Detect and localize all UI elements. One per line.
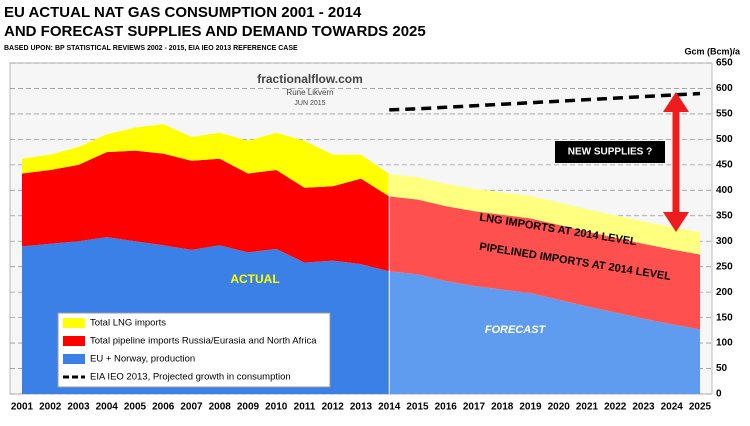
legend-label: Total pipeline imports Russia/Eurasia an… [90, 336, 317, 347]
y-tick-label: 400 [716, 185, 733, 196]
x-tick-label: 2006 [152, 402, 175, 413]
date: JUN 2015 [294, 100, 325, 107]
x-tick-label: 2013 [350, 402, 373, 413]
x-tick-label: 2005 [124, 402, 147, 413]
x-tick-label: 2004 [96, 402, 119, 413]
y-tick-label: 650 [716, 58, 733, 69]
y-tick-label: 550 [716, 109, 733, 120]
x-tick-label: 2009 [237, 402, 260, 413]
y-tick-label: 250 [716, 261, 733, 272]
y-tick-label: 200 [716, 287, 733, 298]
y-tick-label: 50 [716, 363, 728, 374]
y-tick-label: 450 [716, 159, 733, 170]
author: Rune Likvern [286, 88, 333, 97]
x-tick-label: 2012 [322, 402, 345, 413]
x-tick-label: 2017 [463, 402, 486, 413]
y-axis-label: Gcm (Bcm)/a [684, 46, 741, 56]
x-tick-label: 2003 [67, 402, 90, 413]
x-tick-label: 2015 [406, 402, 429, 413]
x-tick-label: 2002 [39, 402, 62, 413]
area [22, 150, 390, 272]
chart-source: BASED UPON: BP STATISTICAL REVIEWS 2002 … [4, 45, 298, 52]
projection-line [389, 91, 701, 112]
area [389, 174, 700, 255]
actual-label: ACTUAL [230, 272, 279, 286]
y-tick-label: 0 [716, 389, 722, 400]
y-tick-label: 500 [716, 134, 733, 145]
arrow-head [663, 212, 689, 232]
x-tick-label: 2018 [491, 402, 514, 413]
legend-label: EIA IEO 2013, Projected growth in consum… [90, 372, 291, 383]
area [22, 124, 390, 197]
x-tick-label: 2007 [180, 402, 203, 413]
x-tick-label: 2014 [378, 402, 401, 413]
new-supplies-label: NEW SUPPLIES ? [568, 147, 652, 158]
y-tick-label: 100 [716, 338, 733, 349]
x-tick-label: 2025 [689, 402, 712, 413]
watermark: fractionalflow.com [257, 72, 363, 86]
legend-swatch [63, 318, 85, 328]
chart-title: EU ACTUAL NAT GAS CONSUMPTION 2001 - 201… [4, 4, 362, 21]
forecast-label: FORECAST [485, 324, 547, 336]
x-tick-label: 2008 [209, 402, 232, 413]
x-tick-label: 2011 [294, 402, 316, 413]
x-tick-label: 2019 [519, 402, 542, 413]
y-tick-label: 300 [716, 236, 733, 247]
x-tick-label: 2010 [265, 402, 288, 413]
legend-label: Total LNG imports [90, 318, 166, 329]
x-tick-label: 2022 [604, 402, 627, 413]
new-supplies-box [555, 141, 665, 163]
y-tick-label: 600 [716, 83, 733, 94]
legend-swatch [63, 336, 85, 346]
x-tick-label: 2001 [11, 402, 34, 413]
y-tick-label: 150 [716, 312, 733, 323]
arrow-head [663, 92, 689, 112]
chart-title: AND FORECAST SUPPLIES AND DEMAND TOWARDS… [4, 23, 426, 40]
x-tick-label: 2024 [661, 402, 684, 413]
x-tick-label: 2021 [576, 402, 599, 413]
area [389, 196, 700, 330]
legend-label: EU + Norway, production [90, 354, 195, 365]
y-tick-label: 350 [716, 210, 733, 221]
legend-swatch [63, 354, 85, 364]
x-tick-label: 2016 [435, 402, 458, 413]
x-tick-label: 2023 [632, 402, 655, 413]
x-tick-label: 2020 [548, 402, 571, 413]
area [389, 271, 700, 394]
legend-box [57, 312, 331, 388]
